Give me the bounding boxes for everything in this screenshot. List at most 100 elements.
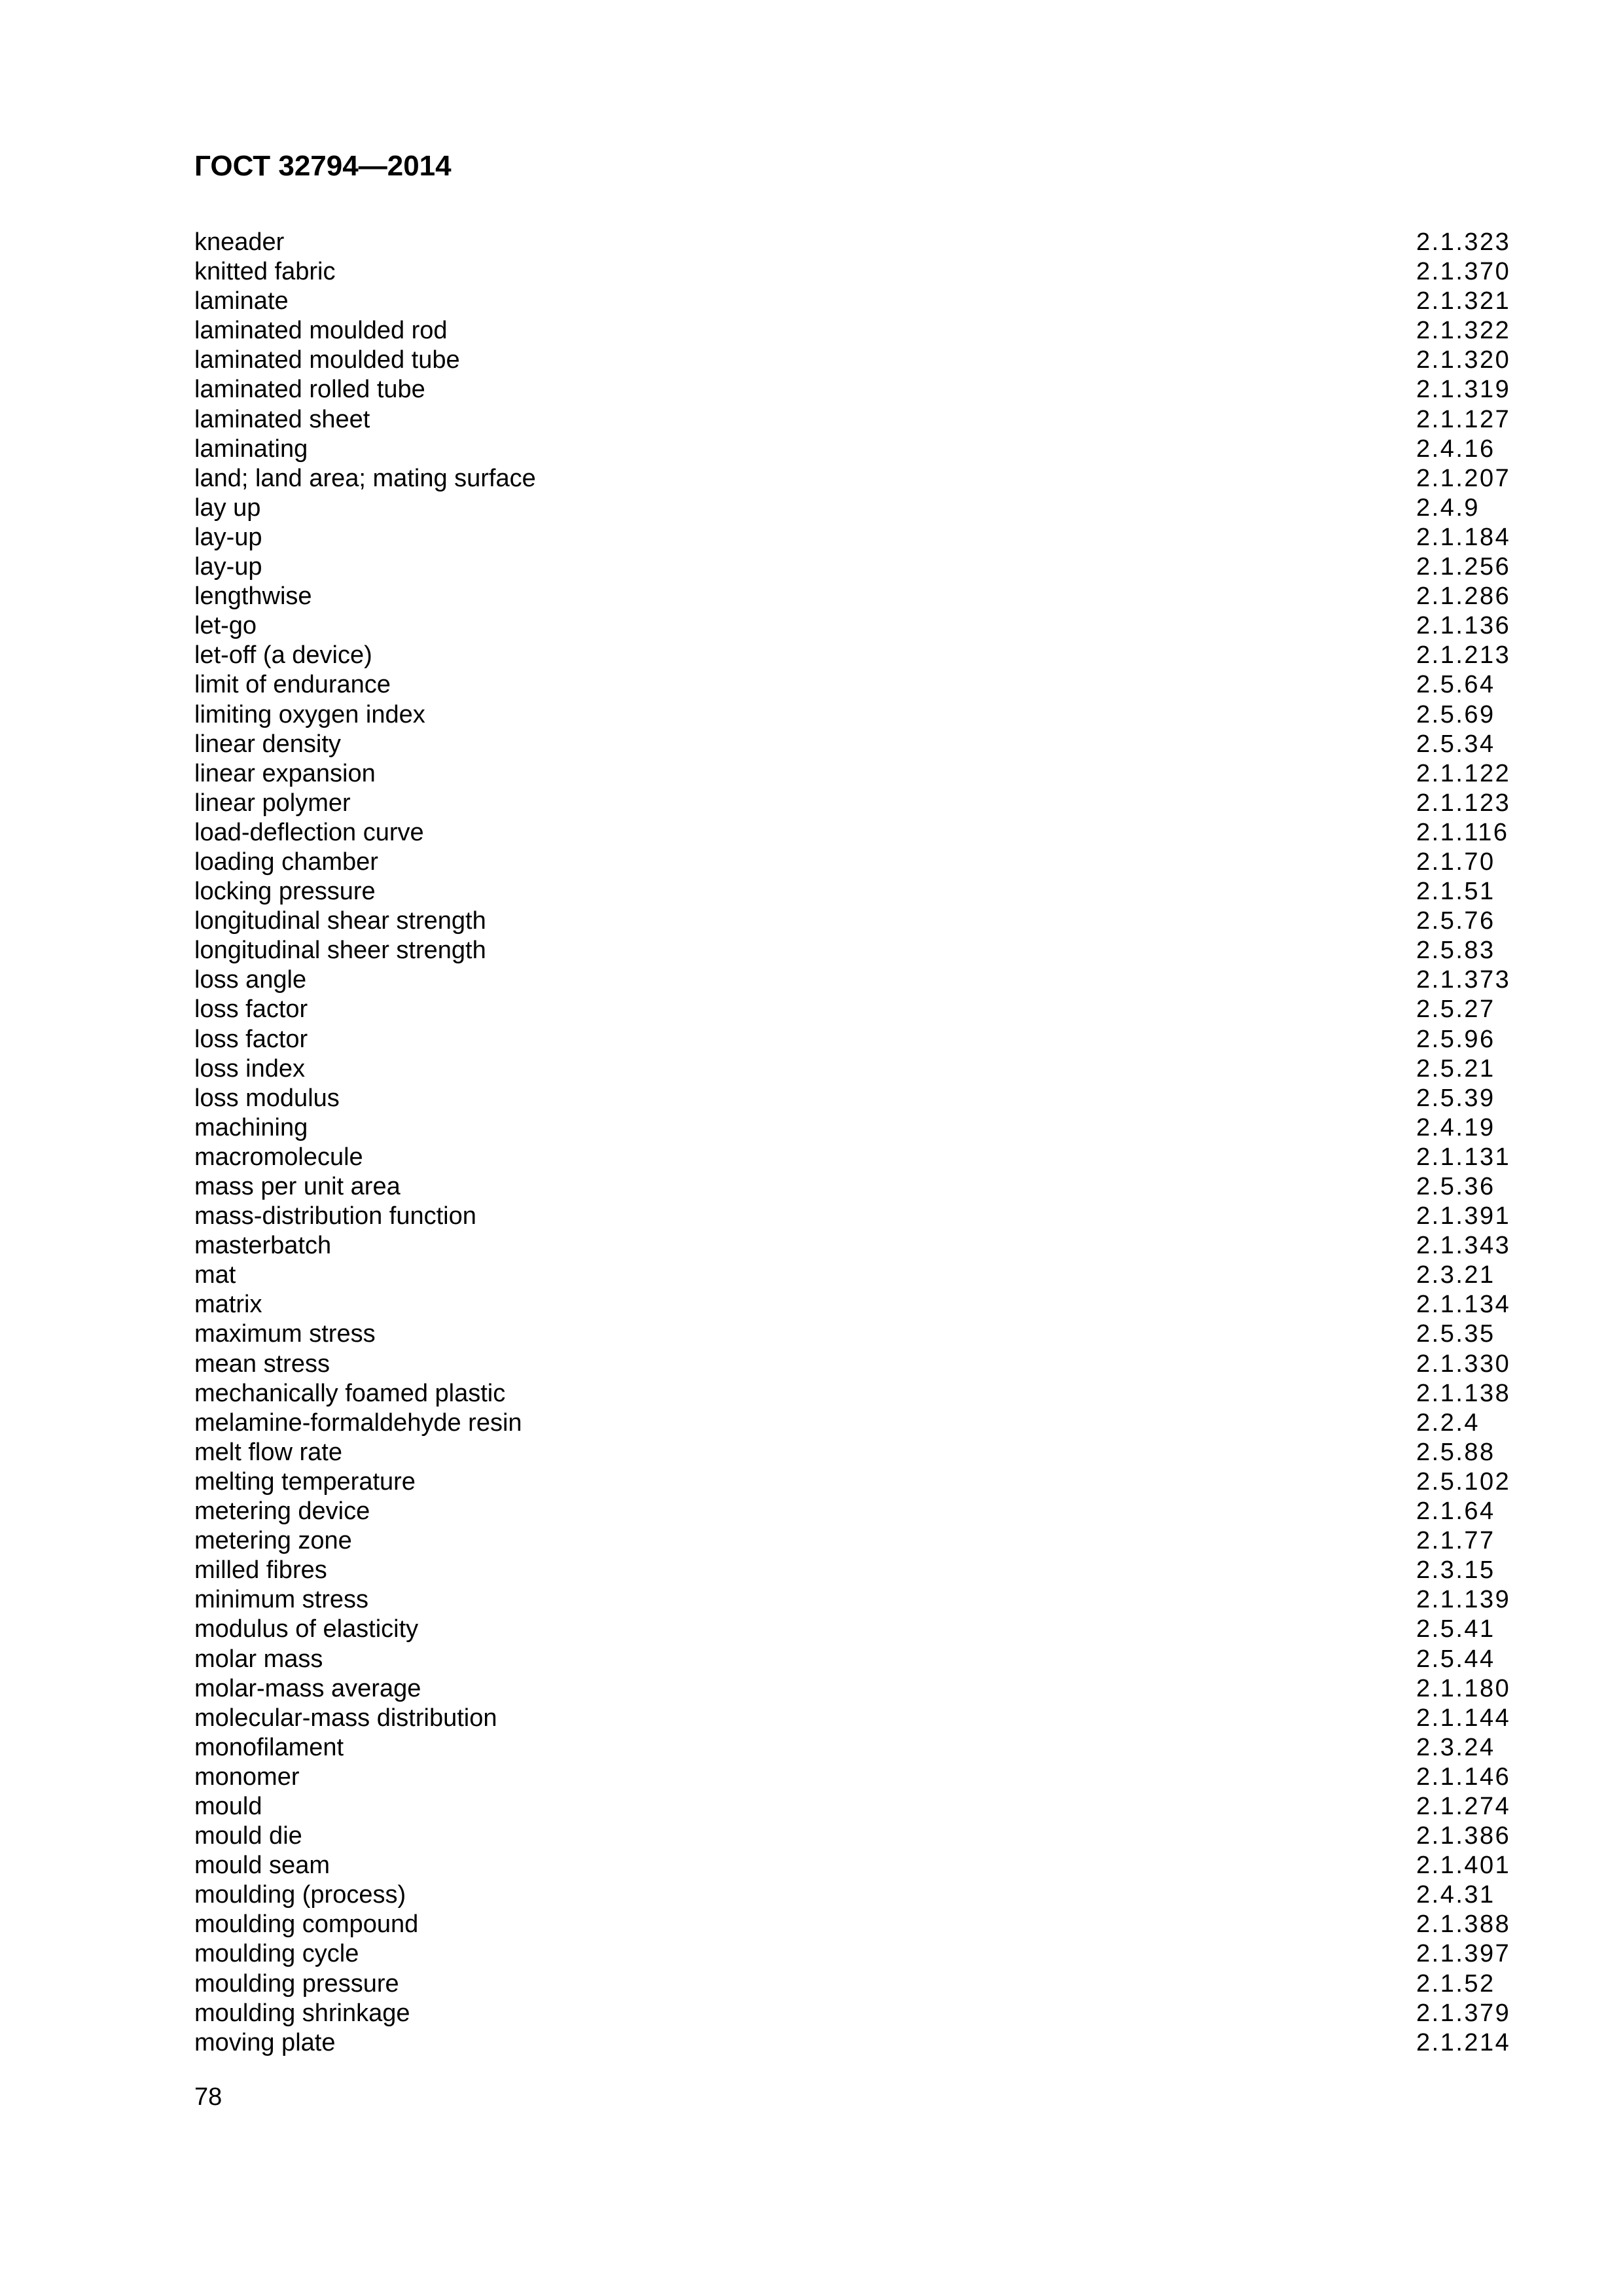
entry-reference: 2.1.64: [1416, 1498, 1495, 1526]
index-entry: loss angle 2.1.373: [194, 965, 1509, 995]
index-entry: knitted fabric 2.1.370: [194, 257, 1509, 287]
entry-term: linear expansion: [194, 759, 376, 787]
index-entry: mould 2.1.274: [194, 1792, 1509, 1821]
entry-reference: 2.5.64: [1416, 671, 1495, 699]
entry-term: loss factor: [194, 1025, 308, 1053]
entry-reference: 2.1.213: [1416, 641, 1511, 670]
entry-term: modulus of elasticity: [194, 1615, 419, 1643]
entry-term: laminated sheet: [194, 405, 370, 433]
index-entry: moulding shrinkage 2.1.379: [194, 1999, 1509, 2028]
entry-reference: 2.5.21: [1416, 1054, 1495, 1083]
index-entry: moulding (process) 2.4.31: [194, 1880, 1503, 1910]
entry-term: melamine-formaldehyde resin: [194, 1408, 522, 1437]
entry-reference: 2.4.9: [1416, 493, 1480, 522]
entry-term: melt flow rate: [194, 1438, 342, 1466]
entry-reference: 2.1.321: [1416, 287, 1511, 315]
entry-reference: 2.1.131: [1416, 1143, 1511, 1171]
index-entry: lay up 2.4.9: [194, 493, 1503, 523]
entry-term: milled fibres: [194, 1556, 327, 1585]
entry-reference: 2.1.134: [1416, 1291, 1511, 1319]
entry-reference: 2.1.180: [1416, 1674, 1511, 1702]
entry-term: limiting oxygen index: [194, 700, 425, 728]
entry-reference: 2.5.36: [1416, 1173, 1495, 1200]
entry-term: mould seam: [194, 1852, 330, 1880]
entry-reference: 2.5.83: [1416, 937, 1495, 965]
index-entry: laminated rolled tube 2.1.319: [194, 375, 1509, 404]
index-entry: load-deflection curve 2.1.116: [194, 818, 1507, 848]
entry-reference: 2.5.96: [1416, 1025, 1495, 1053]
index-entry: molecular-mass distribution 2.1.144: [194, 1704, 1509, 1733]
entry-term: linear polymer: [194, 789, 351, 817]
index-entry: metering zone 2.1.77: [194, 1526, 1503, 1556]
entry-reference: 2.1.139: [1416, 1586, 1511, 1614]
entry-reference: 2.5.39: [1416, 1084, 1495, 1112]
entry-term: melting temperature: [194, 1467, 416, 1496]
entry-reference: 2.1.116: [1416, 818, 1509, 846]
index-entry: laminated moulded rod 2.1.322: [194, 316, 1509, 346]
entry-reference: 2.1.323: [1416, 228, 1511, 256]
entry-reference: 2.1.370: [1416, 258, 1511, 286]
entry-reference: 2.1.70: [1416, 848, 1495, 876]
index-entry: limit of endurance 2.5.64: [194, 670, 1503, 700]
entry-term: laminate: [194, 287, 289, 315]
entry-term: metering zone: [194, 1527, 352, 1555]
entry-term: mould die: [194, 1822, 302, 1850]
index-entry: linear density 2.5.34: [194, 730, 1503, 759]
entry-term: maximum stress: [194, 1320, 376, 1348]
entry-term: molecular-mass distribution: [194, 1704, 497, 1732]
entry-reference: 2.5.41: [1416, 1615, 1495, 1643]
index-entry: mean stress 2.1.330: [194, 1350, 1509, 1379]
index-entry: modulus of elasticity 2.5.41: [194, 1615, 1503, 1644]
entry-reference: 2.5.88: [1416, 1438, 1495, 1466]
entry-term: mat: [194, 1261, 236, 1289]
page-number: 78: [194, 2083, 223, 2111]
entry-term: knitted fabric: [194, 258, 336, 286]
entry-term: molar-mass average: [194, 1674, 421, 1702]
index-entry: lay-up 2.1.256: [194, 552, 1509, 582]
entry-term: lay-up: [194, 553, 262, 581]
entry-term: monofilament: [194, 1733, 344, 1761]
entry-reference: 2.1.320: [1416, 346, 1511, 374]
entry-reference: 2.1.343: [1416, 1232, 1511, 1260]
index-entry: metering device 2.1.64: [194, 1497, 1503, 1526]
entry-reference: 2.1.322: [1416, 317, 1511, 345]
index-entry: melt flow rate 2.5.88: [194, 1438, 1503, 1467]
index-entry: mould die 2.1.386: [194, 1821, 1509, 1851]
entry-term: linear density: [194, 730, 341, 758]
entry-reference: 2.3.24: [1416, 1733, 1495, 1761]
document-header: ГОСТ 32794—2014: [194, 150, 452, 182]
index-entry: melamine-formaldehyde resin 2.2.4: [194, 1408, 1503, 1438]
index-entry: monomer 2.1.146: [194, 1763, 1509, 1792]
index-entry: moulding compound 2.1.388: [194, 1910, 1509, 1939]
entry-term: lay up: [194, 493, 261, 522]
index-entry: mass per unit area 2.5.36: [194, 1172, 1503, 1202]
index-entry: laminated moulded tube 2.1.320: [194, 346, 1509, 375]
entry-reference: 2.5.27: [1416, 996, 1495, 1024]
entry-reference: 2.1.401: [1416, 1852, 1511, 1880]
entry-term: laminated moulded tube: [194, 346, 460, 374]
entry-reference: 2.1.256: [1416, 553, 1511, 581]
entry-reference: 2.1.138: [1416, 1379, 1511, 1407]
entry-reference: 2.1.52: [1416, 1969, 1495, 1998]
index-entry: loss factor 2.5.96: [194, 1025, 1503, 1054]
entry-term: masterbatch: [194, 1232, 332, 1260]
entry-term: laminating: [194, 435, 308, 463]
entry-reference: 2.1.391: [1416, 1202, 1511, 1230]
entry-term: loss modulus: [194, 1084, 340, 1112]
entry-reference: 2.1.397: [1416, 1940, 1511, 1968]
entry-reference: 2.4.19: [1416, 1113, 1495, 1141]
index-entry: mass-distribution function 2.1.391: [194, 1202, 1509, 1231]
entry-reference: 2.1.136: [1416, 612, 1511, 640]
entry-reference: 2.1.122: [1416, 759, 1511, 787]
entry-term: laminated rolled tube: [194, 376, 425, 404]
index-entry: mechanically foamed plastic 2.1.138: [194, 1379, 1509, 1408]
entry-reference: 2.5.76: [1416, 907, 1495, 935]
entry-reference: 2.1.184: [1416, 523, 1511, 551]
entry-reference: 2.4.16: [1416, 435, 1495, 463]
entry-term: let-off (a device): [194, 641, 372, 670]
entry-term: land; land area; mating surface: [194, 464, 536, 492]
entry-term: longitudinal sheer strength: [194, 937, 486, 965]
entry-reference: 2.5.34: [1416, 730, 1495, 758]
entry-term: longitudinal shear strength: [194, 907, 486, 935]
entry-reference: 2.1.330: [1416, 1350, 1511, 1378]
